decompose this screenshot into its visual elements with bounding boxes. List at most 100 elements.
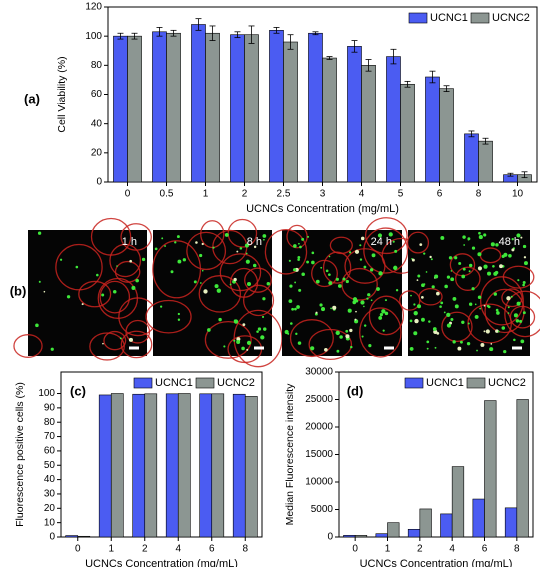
y-tick-label: 80 xyxy=(91,60,103,71)
fluorescence-spot xyxy=(294,307,297,311)
cell-membrane xyxy=(264,228,308,275)
fluorescence-spot xyxy=(359,258,363,261)
fluorescence-spot xyxy=(315,279,320,284)
fluorescence-spot xyxy=(506,296,511,301)
fluorescence-spot xyxy=(496,311,500,315)
fluorescence-spot xyxy=(359,244,362,247)
fluorescence-spot xyxy=(293,268,297,272)
fluorescence-spot xyxy=(324,347,328,352)
fluorescence-spot xyxy=(339,335,343,339)
fluorescence-spot xyxy=(328,255,331,258)
time-label: 1 h xyxy=(122,236,137,248)
fluorescence-spot xyxy=(296,305,300,309)
fluorescence-spot xyxy=(96,273,99,277)
cell-membrane xyxy=(502,265,535,289)
cell-membrane xyxy=(441,311,473,343)
fluorescence-spot xyxy=(293,244,297,248)
y-tick-label: 30000 xyxy=(305,367,333,378)
bar xyxy=(283,41,298,183)
bar xyxy=(484,400,497,538)
fluorescence-spot xyxy=(499,264,503,269)
fluorescence-spot xyxy=(516,233,521,238)
fluorescence-spot xyxy=(262,297,266,301)
y-tick-label: 20 xyxy=(91,147,103,158)
fluorescence-spot xyxy=(515,319,520,323)
cell-membrane xyxy=(504,290,540,338)
y-tick-label: 25000 xyxy=(305,394,333,405)
legend-label: UCNC1 xyxy=(426,377,464,389)
fluorescence-spot xyxy=(414,318,419,324)
fluorescence-spot xyxy=(355,310,357,313)
fluorescence-spot xyxy=(306,260,310,264)
fluorescence-spot xyxy=(182,258,187,262)
fluorescence-spot xyxy=(439,305,442,308)
fluorescence-spot xyxy=(81,303,84,306)
bar xyxy=(308,32,323,183)
fluorescence-spot xyxy=(516,301,521,306)
fluorescence-spot xyxy=(413,310,418,316)
x-tick-label: 0 xyxy=(75,544,81,555)
bar xyxy=(191,24,206,183)
bar xyxy=(166,32,181,183)
fluorescence-spot xyxy=(421,296,424,299)
fluorescence-spot xyxy=(161,237,164,240)
fluorescence-spot xyxy=(377,233,383,238)
bar xyxy=(407,528,421,538)
bar xyxy=(322,57,337,183)
cell-membrane xyxy=(78,280,112,308)
fluorescence-spot xyxy=(154,247,158,251)
fluorescence-spot xyxy=(135,278,139,283)
fluorescence-spot xyxy=(174,241,177,244)
fluorescence-spot xyxy=(461,274,466,279)
fluorescence-spot xyxy=(297,258,300,261)
bar xyxy=(244,34,259,183)
fluorescence-spot xyxy=(301,272,305,277)
cell-membrane xyxy=(364,217,408,255)
fluorescence-spot xyxy=(160,305,163,308)
y-tick-label: 0 xyxy=(327,532,333,543)
error-bar xyxy=(351,40,358,53)
y-tick-label: 15000 xyxy=(305,449,333,460)
bar xyxy=(361,65,376,183)
error-bar xyxy=(287,34,294,50)
fluorescence-spot xyxy=(310,346,315,351)
error-bar xyxy=(248,25,255,44)
cell-membrane xyxy=(480,276,524,326)
fluorescence-spot xyxy=(177,259,182,264)
fluorescence-spot xyxy=(450,277,455,282)
fluorescence-spot xyxy=(468,302,473,306)
x-tick-label: 8 xyxy=(242,544,248,555)
x-tick-label: 2 xyxy=(242,189,248,200)
fluorescence-spot xyxy=(164,245,166,247)
fluorescence-spot xyxy=(244,243,250,248)
fluorescence-spot xyxy=(421,317,425,322)
fluorescence-spot xyxy=(298,288,302,292)
fluorescence-spot xyxy=(381,309,386,314)
fluorescence-spot xyxy=(311,251,315,255)
y-tick-label: 40 xyxy=(44,474,56,485)
fluorescence-spot xyxy=(335,330,340,336)
cell-membrane xyxy=(198,275,242,313)
legend-swatch xyxy=(195,377,215,389)
bar xyxy=(152,31,167,183)
bar xyxy=(199,393,213,538)
panel-label: (a) xyxy=(24,91,40,106)
fluorescence-spot xyxy=(177,312,180,316)
bar xyxy=(440,513,453,538)
fluorescence-spot xyxy=(101,293,105,297)
bar xyxy=(472,498,485,538)
fluorescence-spot xyxy=(393,265,398,271)
fluorescence-spot xyxy=(522,283,525,287)
fluorescence-spot xyxy=(490,343,493,345)
x-axis-label: UCNCs Concentration (mg/mL) xyxy=(246,203,399,215)
legend-swatch xyxy=(404,377,424,389)
fluorescence-spot xyxy=(431,285,435,289)
fluorescence-spot xyxy=(241,346,245,351)
y-tick-label: 0 xyxy=(49,532,55,543)
microscopy-image: 24 h xyxy=(264,217,421,361)
fluorescence-spot xyxy=(425,271,428,273)
fluorescence-spot xyxy=(395,289,399,292)
y-tick-label: 100 xyxy=(85,31,102,42)
fluorescence-spot xyxy=(345,329,349,333)
cell-membrane xyxy=(344,248,386,284)
